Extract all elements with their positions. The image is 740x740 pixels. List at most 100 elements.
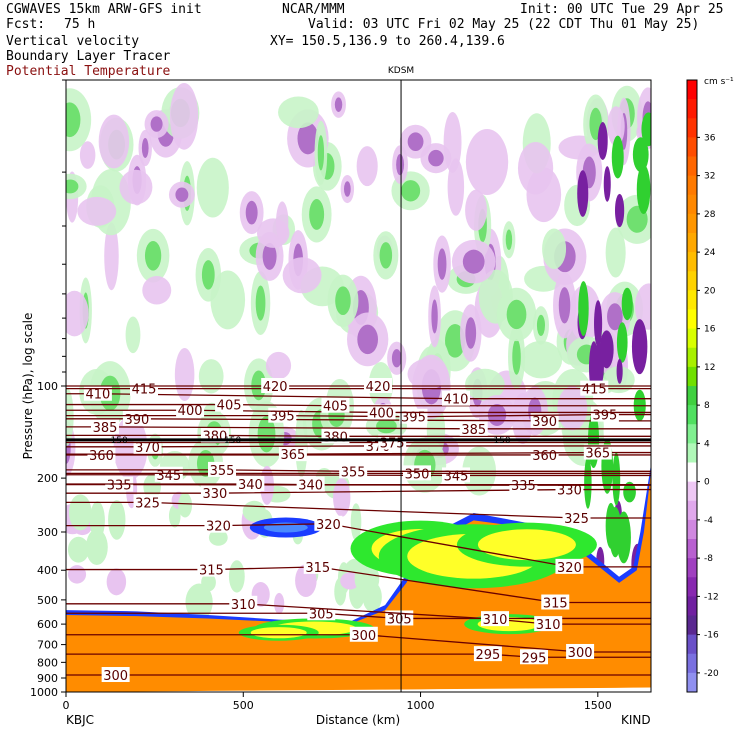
isentrope-label: 320 — [316, 518, 341, 533]
velocity-core — [577, 170, 589, 217]
colorbar-label: 16 — [704, 325, 716, 335]
velocity-cell — [282, 257, 322, 294]
isentrope-line — [66, 483, 651, 486]
isentrope-label-bg — [200, 485, 229, 501]
velocity-cell — [278, 96, 319, 129]
isentrope-label: 365 — [585, 447, 610, 462]
velocity-core — [317, 135, 325, 171]
isentrope-label: 405 — [217, 399, 242, 414]
velocity-core — [144, 240, 162, 271]
y-axis-label: Pressure (hPa), log scale — [21, 313, 35, 460]
colorbar-swatch — [687, 137, 697, 157]
isentrope-line — [66, 409, 651, 414]
colorbar-swatch — [687, 615, 697, 636]
velocity-core — [255, 285, 266, 321]
velocity-core — [536, 314, 545, 337]
potential-temperature-contours: 300 295 295 300 300 305 305 310 310 310 315 315 315 3… — [66, 378, 651, 684]
colorbar-unit: cm s⁻¹ — [704, 77, 734, 87]
velocity-cell — [142, 276, 172, 305]
isentrope-line — [66, 612, 651, 620]
isentrope-label: 310 — [483, 613, 508, 628]
velocity-core — [623, 481, 636, 503]
isentrope-label-bg — [204, 517, 233, 533]
x-tick-label: 1500 — [584, 699, 612, 712]
isentrope-label-bg — [481, 611, 509, 627]
colorbar-swatch — [687, 233, 697, 253]
colorbar-swatch — [687, 519, 697, 540]
isentrope-label: 385 — [93, 421, 118, 436]
velocity-cell — [119, 169, 153, 205]
isentrope-label-bg — [367, 404, 396, 420]
isentrope-label-bg — [555, 558, 584, 574]
axes: 0 500 1000 15001002003004005006007008009001… — [30, 79, 612, 712]
velocity-core — [641, 112, 651, 147]
colorbar-swatch — [687, 175, 697, 196]
isentrope-line — [66, 393, 651, 400]
isentrope-label-bg — [314, 515, 343, 531]
velocity-core — [607, 303, 623, 331]
isentrope-label-bg — [364, 378, 392, 393]
mid-station-label: KDSM — [388, 66, 414, 76]
velocity-cell — [634, 283, 651, 330]
tracer-max — [477, 529, 576, 561]
velocity-core — [175, 187, 189, 202]
isentrope-label: 410 — [444, 393, 469, 408]
velocity-core — [379, 242, 393, 269]
valid-time: Valid: 03 UTC Fri 02 May 25 (22 CDT Thu … — [308, 17, 700, 32]
velocity-cell — [67, 565, 87, 584]
velocity-cell — [465, 129, 509, 196]
isentrope-label: 380 — [323, 430, 348, 445]
isentrope-label-bg — [459, 420, 488, 436]
velocity-core — [357, 324, 378, 355]
velocity-core — [376, 418, 397, 434]
y-tick-label: 500 — [37, 594, 58, 607]
velocity-core — [603, 166, 611, 202]
x-tick-label: 1000 — [407, 699, 435, 712]
isentrope-label: 365 — [280, 448, 305, 463]
velocity-cell — [185, 583, 213, 621]
velocity-core — [245, 200, 258, 225]
isentrope-label-bg — [130, 380, 158, 396]
isentrope-label: 415 — [132, 383, 157, 398]
velocity-cell — [557, 386, 588, 431]
isentrope-label: 300 — [568, 646, 593, 661]
velocity-cell — [350, 503, 362, 541]
velocity-cell — [517, 142, 554, 195]
x-axis-label: Distance (km) — [316, 713, 400, 727]
isentrope-label: 350 — [405, 467, 430, 482]
velocity-cell — [465, 368, 505, 401]
y-tick-label: 100 — [37, 380, 58, 393]
field-potential-temperature: Potential Temperature — [6, 64, 171, 79]
colorbar-swatch — [687, 328, 697, 349]
isentrope-line — [66, 488, 651, 494]
tropopause-label: 150 — [224, 436, 241, 446]
velocity-core — [462, 249, 485, 274]
y-tick-label: 1000 — [30, 686, 58, 699]
velocity-cell — [265, 351, 292, 380]
y-tick-label: 300 — [37, 526, 58, 539]
velocity-core — [407, 132, 424, 152]
isentrope-label: 315 — [305, 561, 330, 576]
colorbar-swatch — [687, 653, 697, 674]
isentrope-label: 340 — [298, 479, 323, 494]
velocity-core — [614, 193, 625, 228]
colorbar-swatch — [687, 156, 697, 177]
isentrope-line — [66, 403, 651, 407]
tropopause-label: 150 — [111, 436, 128, 446]
velocity-core — [66, 179, 79, 194]
tropopause-label: 150 — [493, 436, 510, 446]
velocity-cell — [169, 82, 199, 150]
isentrope-label: 315 — [543, 597, 568, 612]
isentrope-label: 320 — [557, 561, 582, 576]
colorbar-label: 24 — [704, 248, 716, 258]
velocity-core — [257, 416, 276, 453]
isentrope-label-bg — [534, 616, 563, 632]
velocity-core — [578, 281, 589, 337]
velocity-core — [343, 181, 351, 197]
isentrope-label: 395 — [270, 410, 295, 425]
velocity-core — [262, 242, 277, 270]
isentrope-label-bg — [208, 461, 236, 477]
velocity-cell — [542, 228, 567, 269]
velocity-core — [401, 180, 421, 202]
y-tick-label: 700 — [37, 639, 58, 652]
